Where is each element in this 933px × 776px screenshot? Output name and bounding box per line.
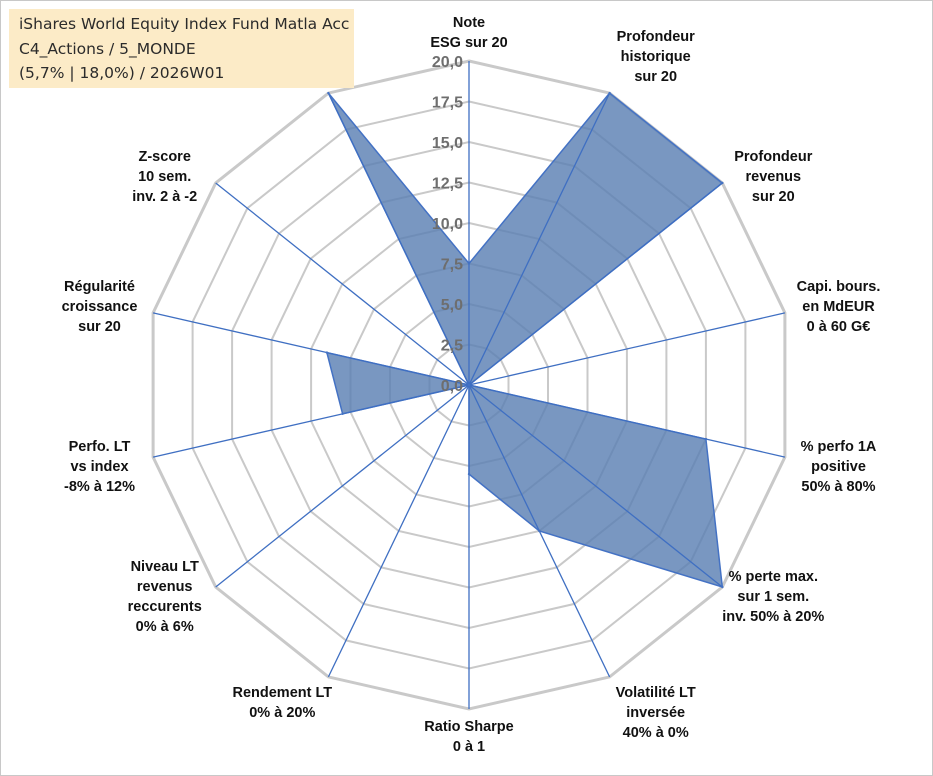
radar-tick-label: 15,0 (432, 135, 463, 152)
radar-spoke (468, 384, 723, 588)
radar-axis-label-line: inv. 2 à -2 (132, 189, 197, 205)
radar-axis-label-line: ESG sur 20 (430, 35, 507, 51)
radar-data-point (467, 383, 471, 387)
radar-axis-label-line: 0 à 1 (453, 739, 485, 755)
radar-axis-label-line: revenus (137, 579, 193, 595)
radar-tick-labels: 0,0 2,5 5,0 7,5 10,0 12,5 15,0 17,5 20,0 (432, 54, 463, 395)
radar-data-point (327, 91, 330, 95)
radar-spoke (468, 92, 611, 386)
radar-axis-label: Niveau LT revenus reccurents 0% à 6% (128, 559, 202, 635)
radar-axis-label: % perte max. sur 1 sem. inv. 50% à 20% (722, 569, 824, 625)
radar-spoke (152, 312, 470, 386)
radar-axis-label-line: Z-score (139, 149, 191, 165)
radar-axis-label-line: Volatilité LT (616, 685, 696, 701)
radar-axis-label-line: sur 1 sem. (737, 589, 809, 605)
radar-axis-label-line: % perte max. (729, 569, 818, 585)
radar-axis-label-line: sur 20 (78, 319, 121, 335)
radar-axis-label: Régularité croissance sur 20 (62, 279, 138, 335)
radar-axis-label-line: 50% à 80% (801, 479, 875, 495)
radar-axis-label-line: historique (621, 49, 691, 65)
chart-title-stats: (5,7% | 18,0%) / 2026W01 (19, 64, 225, 82)
radar-axis-label-line: vs index (70, 459, 128, 475)
radar-data-point (721, 181, 724, 185)
radar-axis-label-line: -8% à 12% (64, 479, 135, 495)
chart-title-box: iShares World Equity Index Fund Matla Ac… (9, 9, 354, 88)
radar-axis-label-line: revenus (745, 169, 801, 185)
radar-axis-label-line: Profondeur (617, 29, 695, 45)
radar-tick-label: 0,0 (441, 378, 463, 395)
radar-tick-label: 17,5 (432, 95, 463, 112)
radar-axis-label-line: Profondeur (734, 149, 812, 165)
radar-axis-label-line: sur 20 (752, 189, 795, 205)
radar-axis-label: Capi. bours. en MdEUR 0 à 60 G€ (797, 279, 881, 335)
radar-axis-label-line: Ratio Sharpe (424, 719, 513, 735)
radar-data-point (704, 437, 708, 441)
radar-spoke (152, 384, 470, 458)
radar-spoke (327, 92, 470, 386)
radar-data-point (325, 351, 329, 354)
radar-tick-label: 2,5 (441, 338, 463, 355)
radar-tick-label: 20,0 (432, 54, 463, 71)
radar-data-point (721, 585, 724, 589)
radar-axis-labels: Note ESG sur 20 Profondeur historique sur 20… (62, 15, 881, 755)
radar-axis-label-line: inversée (626, 705, 685, 721)
radar-axis-label: Volatilité LT inversée 40% à 0% (616, 685, 696, 741)
radar-axis-label-line: en MdEUR (802, 299, 875, 315)
radar-axis-label-line: Capi. bours. (797, 279, 881, 295)
radar-axis-label: % perfo 1A positive 50% à 80% (801, 439, 877, 495)
radar-axis-label-line: reccurents (128, 599, 202, 615)
radar-axis-label-line: 10 sem. (138, 169, 191, 185)
radar-axis-label-line: croissance (62, 299, 138, 315)
radar-axis-label-line: 0% à 20% (249, 705, 315, 721)
radar-tick-label: 12,5 (432, 176, 463, 193)
radar-axis-label: Rendement LT 0% à 20% (232, 685, 332, 721)
radar-axis-label-line: Rendement LT (232, 685, 332, 701)
radar-axis-label-line: 0 à 60 G€ (807, 319, 871, 335)
radar-spoke (327, 384, 470, 678)
radar-axis-label-line: 40% à 0% (623, 725, 689, 741)
radar-axis-label: Note ESG sur 20 (430, 15, 507, 51)
radar-axis-label: Ratio Sharpe 0 à 1 (424, 719, 513, 755)
radar-tick-label: 10,0 (432, 216, 463, 233)
radar-spoke (215, 182, 470, 386)
radar-spoke (468, 182, 723, 386)
radar-data-point (608, 91, 611, 95)
radar-spoke (215, 384, 470, 588)
radar-axis-label-line: % perfo 1A (801, 439, 877, 455)
radar-axis-label-line: inv. 50% à 20% (722, 609, 824, 625)
radar-axis-label: Profondeur revenus sur 20 (734, 149, 812, 205)
radar-axis-label-line: Perfo. LT (69, 439, 131, 455)
radar-axis-label: Perfo. LT vs index -8% à 12% (64, 439, 135, 495)
radar-data-point (467, 472, 471, 476)
radar-spoke (468, 312, 786, 386)
radar-axis-label-line: Régularité (64, 279, 135, 295)
radar-data-point (538, 529, 541, 533)
radar-tick-label: 7,5 (441, 257, 463, 274)
chart-title-fund-name: iShares World Equity Index Fund Matla Ac… (19, 15, 350, 33)
radar-spokes (152, 61, 786, 709)
radar-data-point (341, 412, 344, 415)
radar-tick-label: 5,0 (441, 297, 463, 314)
radar-axis-label: Z-score 10 sem. inv. 2 à -2 (132, 149, 197, 205)
radar-axis-label: Profondeur historique sur 20 (617, 29, 695, 85)
radar-axis-label-line: positive (811, 459, 866, 475)
chart-title-category: C4_Actions / 5_MONDE (19, 40, 196, 58)
radar-axis-label-line: Niveau LT (131, 559, 199, 575)
radar-data-point (467, 262, 471, 265)
radar-axis-label-line: 0% à 6% (136, 619, 194, 635)
radar-spoke (468, 384, 786, 458)
radar-axis-label-line: sur 20 (634, 69, 677, 85)
radar-axis-label-line: Note (453, 15, 485, 31)
